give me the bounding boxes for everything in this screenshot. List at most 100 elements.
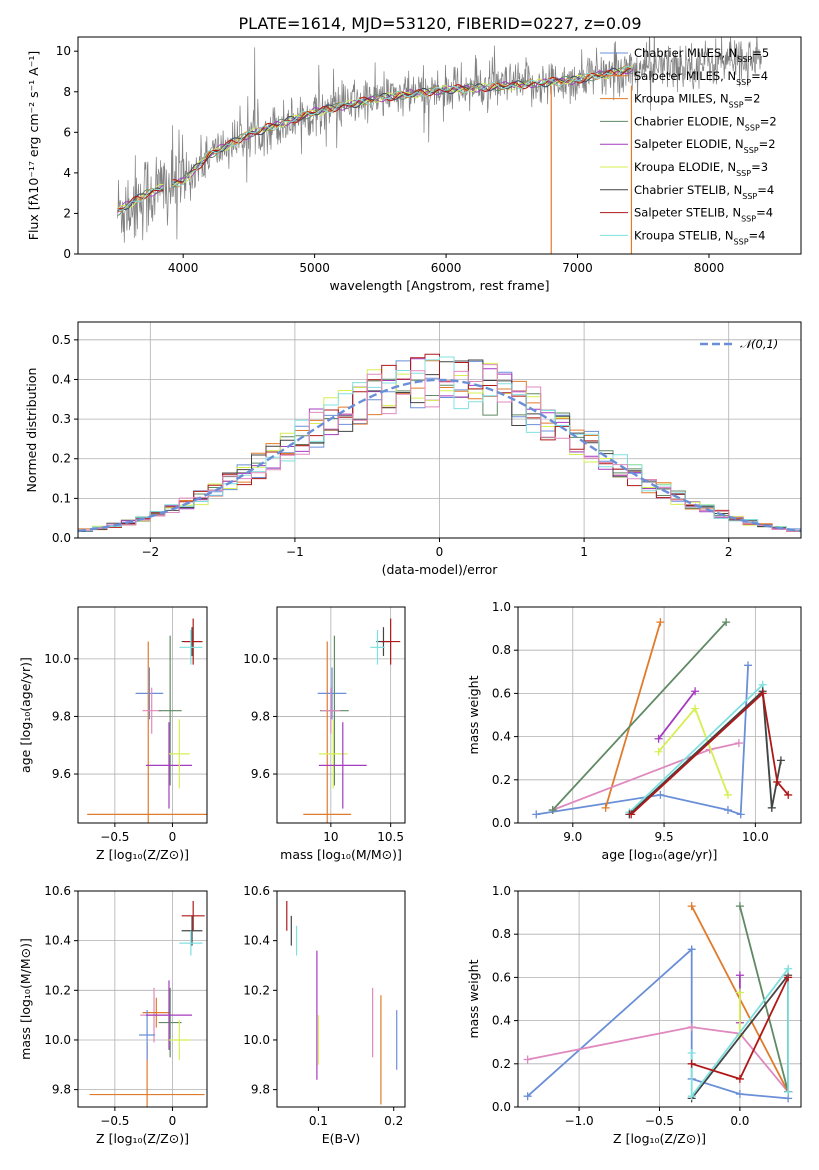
errorbar-point (168, 719, 190, 789)
mass-weight-marker (734, 739, 743, 748)
y-axis-label: mass weight (466, 959, 481, 1038)
y-tick-label: 9.8 (251, 1083, 270, 1097)
x-tick-label: 0.2 (384, 1114, 403, 1128)
x-tick-label: 8000 (694, 261, 725, 275)
y-tick-label: 9.8 (251, 709, 270, 723)
x-tick-label: 0 (169, 1114, 177, 1128)
mass-weight-series (601, 618, 665, 812)
axes-frame (77, 36, 802, 255)
mass-weight-marker (776, 756, 785, 765)
mass-weight-marker (656, 790, 665, 799)
mass-vs-z-panel: −0.5 0 9.8 10.0 10.2 10.4 10.6 Z [log₁₀(Z/Z⊙)] m… (18, 884, 208, 1146)
legend-entry: Kroupa ELODIE, NSSP=3 (634, 160, 768, 178)
mass-weight-marker (523, 1092, 532, 1101)
y-tick-label: 2 (63, 206, 71, 220)
mass-weight-line (657, 690, 696, 740)
y-tick-label: 10.2 (44, 983, 71, 997)
errorbar-point (183, 618, 203, 665)
y-tick-label: 0.1 (52, 491, 71, 505)
y-tick-label: 0.6 (492, 970, 511, 984)
axes-frame (517, 890, 802, 1108)
mass-weight-marker (687, 1059, 696, 1068)
mass-weight-line (604, 621, 662, 809)
legend-entry: Chabrier MILES, NSSP=5 (634, 46, 769, 64)
mass-weight-marker (784, 964, 793, 973)
x-axis-label: wavelength [Angstrom, rest frame] (329, 278, 549, 293)
y-tick-label: 0.0 (492, 1100, 511, 1114)
axes-frame (276, 890, 406, 1108)
mass-weight-marker (687, 945, 696, 954)
y-tick-label: 9.6 (251, 767, 270, 781)
age-vs-z-panel: −0.5 0 9.6 9.8 10.0 Z [log₁₀(Z/Z⊙)] age [log₁₀… (18, 606, 208, 862)
x-tick-label: −0.5 (100, 830, 129, 844)
observed-spectrum (117, 37, 762, 243)
x-tick-label: −2 (141, 545, 159, 559)
mass-weight-series (687, 964, 793, 1101)
legend-entry: Kroupa STELIB, NSSP=4 (634, 228, 765, 246)
legend-entry: Chabrier ELODIE, NSSP=2 (634, 114, 777, 131)
mass-weight-marker (654, 747, 663, 756)
x-tick-label: 7000 (562, 261, 593, 275)
plot-area (523, 902, 793, 1103)
mass-weight-line (739, 905, 789, 1093)
mass-weight-line (552, 621, 727, 811)
mass-weight-marker (723, 806, 732, 815)
x-tick-label: 1 (580, 545, 588, 559)
y-axis-label: age [log₁₀(age/yr)] (18, 657, 33, 773)
legend-entry: 𝒩(0,1) (740, 337, 778, 351)
model-spectrum (117, 65, 633, 211)
mass-weight-marker (548, 806, 557, 815)
x-axis-label: Z [log₁₀(Z/Z⊙)] (96, 1131, 189, 1146)
plot-area (303, 618, 401, 823)
y-tick-label: 0.4 (492, 1014, 511, 1028)
mass-weight-marker (687, 1023, 696, 1032)
y-tick-label: 9.8 (52, 1083, 71, 1097)
weight-vs-z-panel: −1.0 −0.5 0.0 0.0 0.2 0.4 0.6 0.8 1.0 Z [log₁₀(Z/… (466, 884, 802, 1146)
mass-weight-marker (735, 1074, 744, 1083)
y-tick-label: 0.2 (52, 452, 71, 466)
mass-weight-marker (654, 734, 663, 743)
mass-weight-marker (523, 1055, 532, 1064)
y-tick-label: 1.0 (492, 600, 511, 614)
y-tick-label: 0.6 (492, 686, 511, 700)
mass-weight-series (735, 902, 793, 1096)
mass-weight-series (627, 689, 793, 819)
legend-entry: Chabrier STELIB, NSSP=4 (634, 183, 774, 201)
residual-histogram-panel: −2 −1 0 1 2 0.0 0.1 0.2 0.3 0.4 0.5 (data-model)/er… (24, 321, 802, 577)
plot-area (89, 900, 205, 1107)
mass-weight-marker (758, 689, 767, 698)
mass-weight-series (532, 661, 753, 819)
y-tick-label: 10.0 (243, 652, 270, 666)
legend-entry: Kroupa MILES, NSSP=2 (634, 92, 760, 110)
mass-weight-marker (736, 810, 745, 819)
mass-weight-series (654, 704, 732, 799)
errorbar-point (181, 915, 203, 946)
y-tick-label: 9.8 (52, 709, 71, 723)
plot-area (117, 37, 762, 254)
mass-weight-series (548, 739, 743, 815)
y-axis-label: Flux [fλ10⁻¹⁷ erg cm⁻² s⁻¹ A⁻¹] (26, 51, 41, 240)
y-tick-label: 10.0 (44, 1033, 71, 1047)
mass-weight-series (654, 687, 700, 743)
x-tick-label: −0.5 (645, 1114, 674, 1128)
x-tick-label: 4000 (168, 261, 199, 275)
weight-vs-age-panel: 9.0 9.5 10.0 0.0 0.2 0.4 0.6 0.8 1.0 age [log₁₀(a… (466, 600, 802, 862)
mass-weight-marker (722, 618, 731, 627)
model-spectrum (117, 67, 633, 212)
y-tick-label: 0.3 (52, 412, 71, 426)
errorbar-point (158, 987, 182, 1058)
mass-weight-line (628, 689, 782, 816)
y-tick-label: 10.0 (243, 1033, 270, 1047)
y-tick-label: 0.8 (492, 927, 511, 941)
axes-frame (276, 606, 406, 824)
errorbar-point (303, 641, 352, 823)
mass-weight-series (687, 973, 793, 1083)
x-axis-label: E(B-V) (322, 1131, 361, 1146)
y-axis-label: Normed distribution (24, 368, 39, 493)
mass-weight-marker (735, 1090, 744, 1099)
plot-area (532, 618, 793, 819)
y-axis-label: mass [log₁₀(M/M⊙)] (18, 938, 33, 1060)
errorbar-point (139, 1010, 156, 1060)
x-tick-label: 0 (436, 545, 444, 559)
